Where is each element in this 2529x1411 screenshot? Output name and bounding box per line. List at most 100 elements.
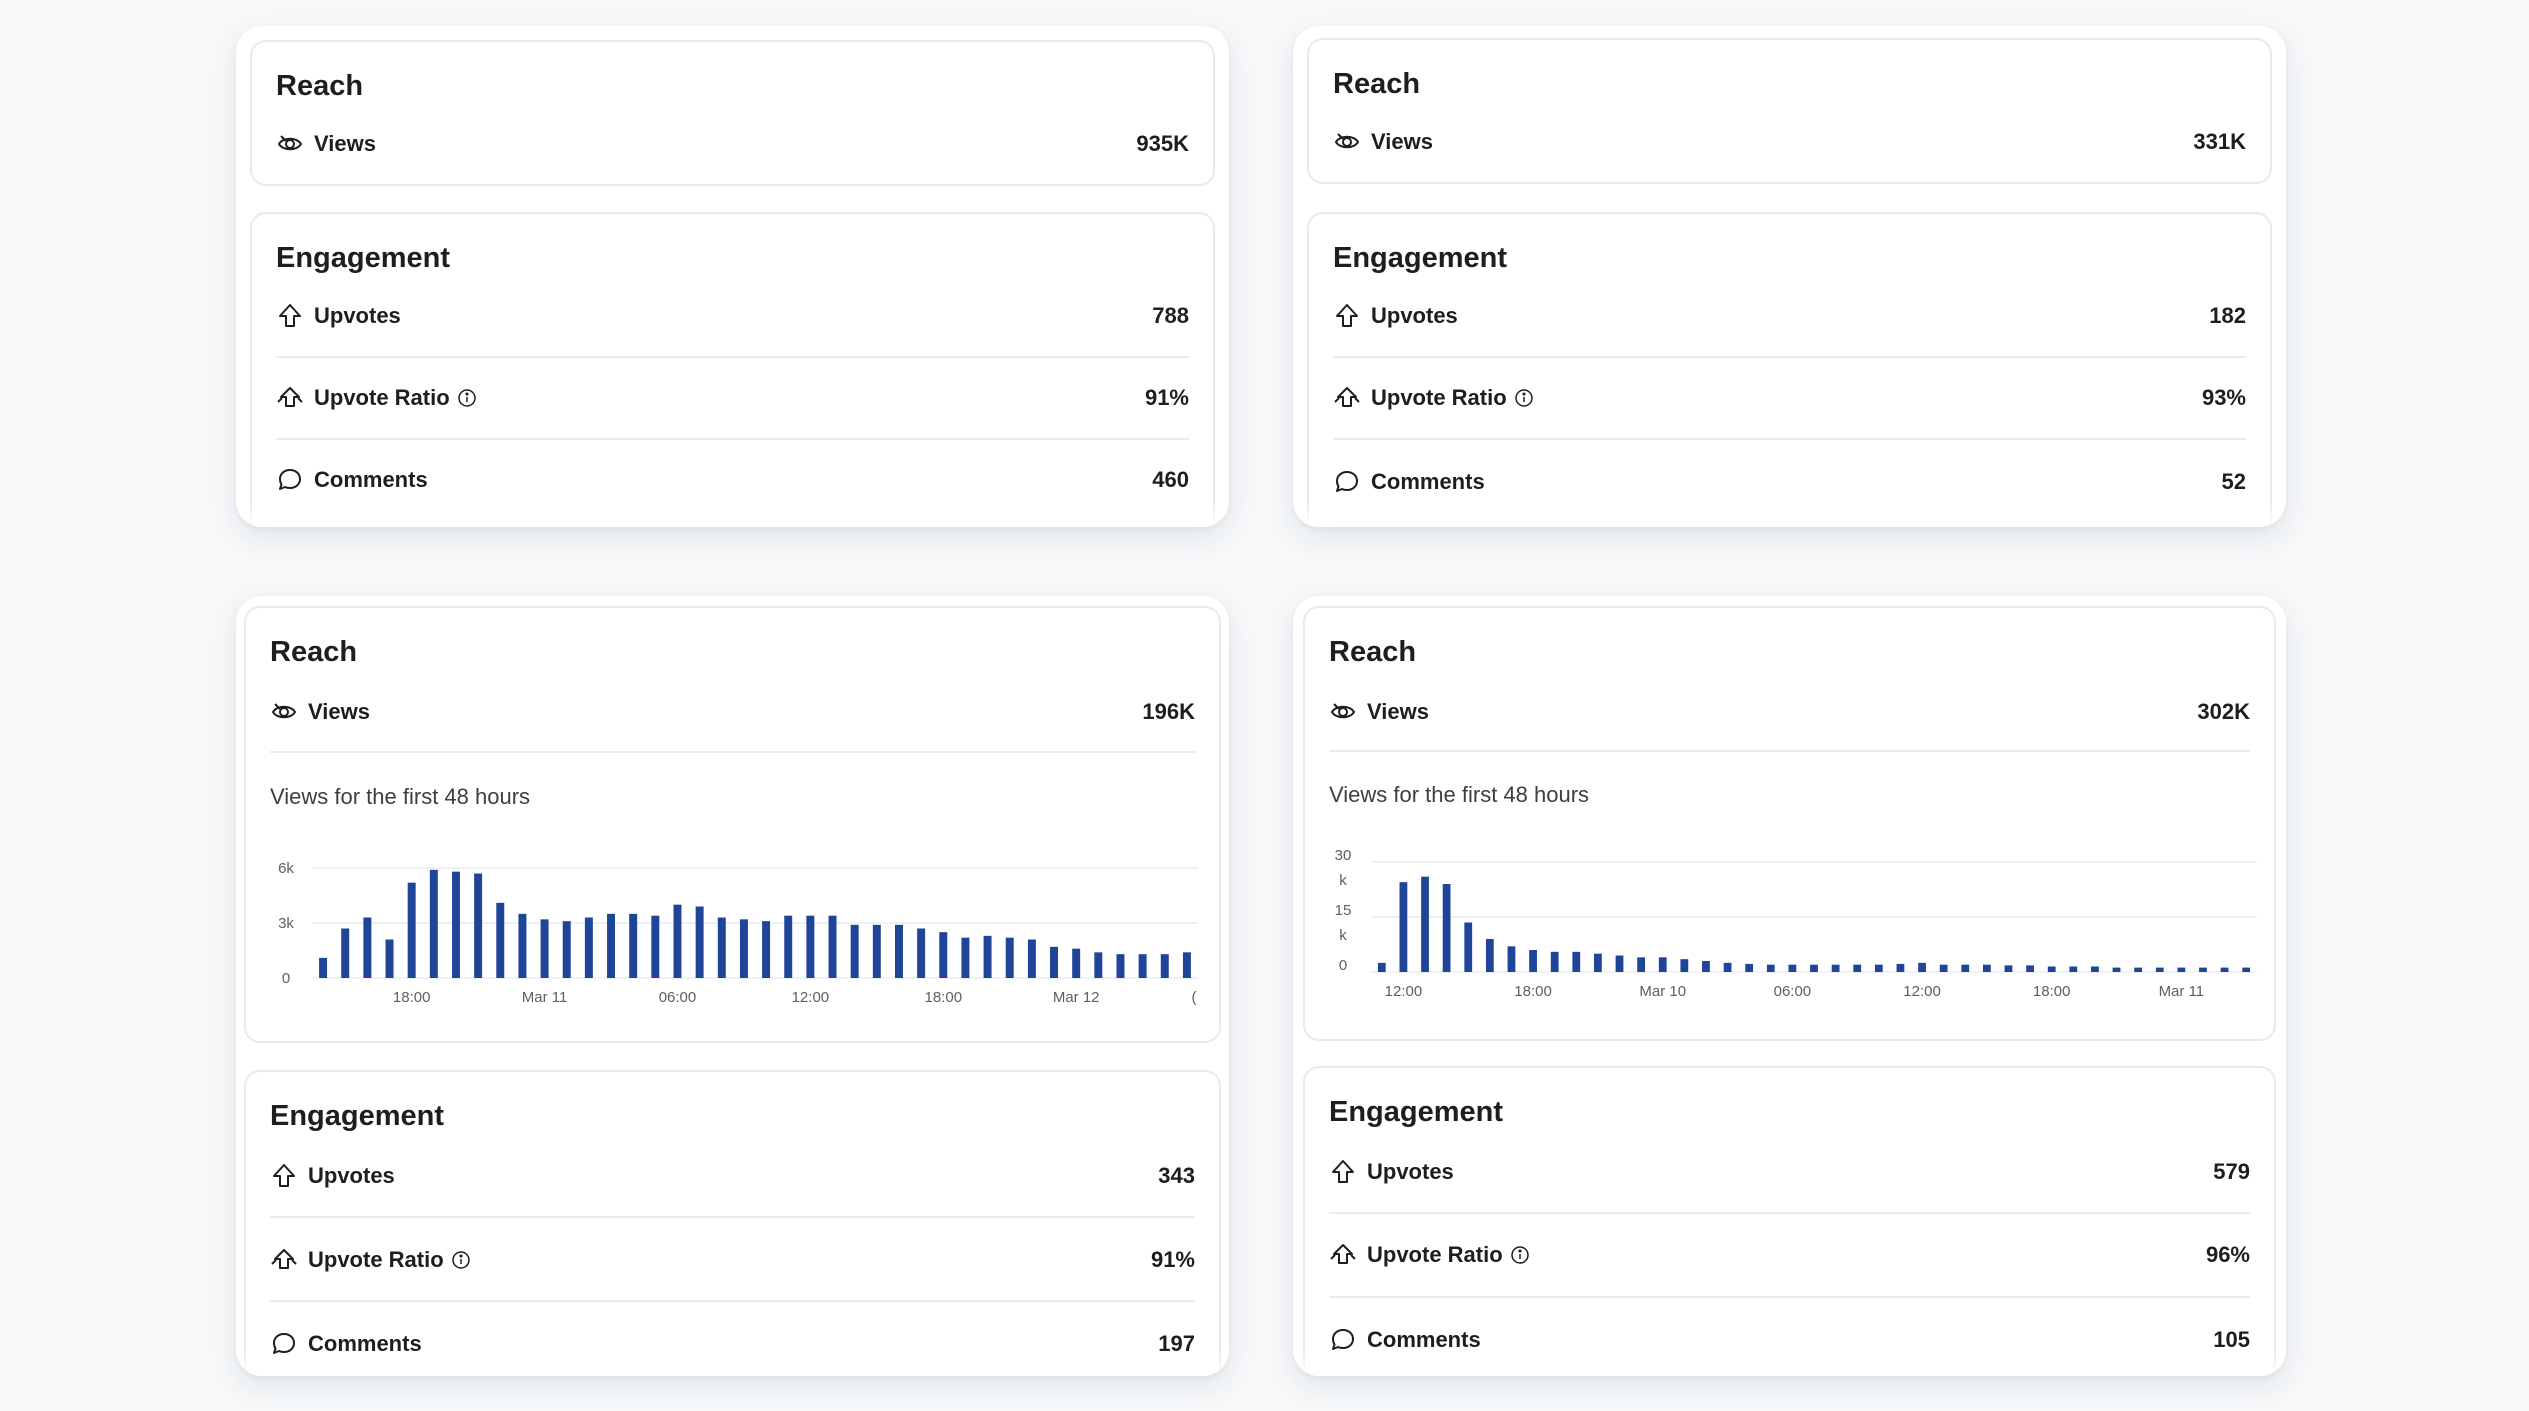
bar[interactable] [1918, 962, 1926, 972]
bar[interactable] [1723, 962, 1732, 972]
bar[interactable] [2047, 966, 2056, 973]
bar[interactable] [2155, 967, 2164, 972]
bar[interactable] [562, 921, 571, 978]
bar[interactable] [828, 915, 837, 978]
bar[interactable] [651, 915, 660, 978]
bar[interactable] [717, 917, 726, 979]
bar[interactable] [806, 915, 815, 978]
bar[interactable] [1745, 963, 1754, 972]
bar[interactable] [1788, 964, 1797, 972]
bar[interactable] [961, 937, 970, 978]
bar[interactable] [2199, 967, 2207, 972]
bar[interactable] [451, 871, 460, 978]
bar[interactable] [2091, 966, 2099, 973]
bar[interactable] [1766, 964, 1775, 972]
bar[interactable] [474, 873, 483, 979]
bar[interactable] [496, 902, 505, 978]
bar[interactable] [1507, 946, 1516, 972]
bar[interactable] [1939, 964, 1948, 972]
bar[interactable] [1810, 964, 1818, 972]
divider [1329, 1296, 2250, 1298]
bar[interactable] [1005, 937, 1014, 978]
bar[interactable] [1072, 948, 1081, 978]
bar[interactable] [739, 919, 748, 978]
x-tick-label: Mar 12 [1053, 989, 1100, 1006]
bar[interactable] [673, 904, 682, 978]
bottom-fade [1293, 1352, 2286, 1376]
bar[interactable] [429, 869, 438, 978]
info-icon[interactable] [457, 388, 477, 408]
views-bar-chart: 0 3k 6k 18:00 Mar 11 06:00 12:00 18:00 Mar 12 ( [278, 860, 1198, 1006]
divider [276, 438, 1189, 440]
bar[interactable] [363, 917, 372, 979]
comments-label: Comments [1367, 1327, 1481, 1352]
bar[interactable] [894, 924, 903, 978]
bar[interactable] [1853, 964, 1862, 972]
bar[interactable] [1442, 884, 1451, 972]
upvote-ratio-value: 96% [2205, 1242, 2250, 1267]
bar[interactable] [1637, 957, 1646, 972]
divider [276, 356, 1189, 358]
bar[interactable] [629, 913, 638, 978]
bar[interactable] [872, 924, 881, 978]
comment-bubble-icon [1333, 468, 1361, 496]
upvote-arrow-icon [276, 302, 304, 330]
bar[interactable] [1529, 950, 1537, 972]
bar[interactable] [1094, 952, 1103, 978]
bar[interactable] [1572, 951, 1581, 972]
bar[interactable] [341, 928, 350, 979]
bar[interactable] [917, 928, 926, 979]
bar[interactable] [850, 924, 859, 978]
bar[interactable] [2026, 965, 2034, 972]
bar[interactable] [939, 932, 948, 978]
bar[interactable] [1421, 876, 1429, 972]
bar[interactable] [1485, 939, 1494, 972]
bar[interactable] [1464, 922, 1473, 973]
comment-bubble-icon [1329, 1326, 1357, 1354]
bar[interactable] [1615, 955, 1624, 973]
bar[interactable] [1831, 964, 1840, 972]
bar[interactable] [540, 919, 549, 978]
bar[interactable] [983, 935, 992, 978]
bottom-fade [236, 503, 1229, 527]
bar[interactable] [1182, 952, 1191, 978]
bar[interactable] [762, 921, 771, 978]
bar[interactable] [1050, 946, 1059, 978]
bar[interactable] [2220, 967, 2229, 972]
engagement-title: Engagement [276, 242, 451, 274]
bar[interactable] [2112, 967, 2121, 972]
info-icon[interactable] [451, 1250, 471, 1270]
bar[interactable] [784, 915, 793, 978]
bar[interactable] [2242, 967, 2251, 972]
bar[interactable] [695, 906, 704, 979]
bar[interactable] [1116, 954, 1125, 978]
bar[interactable] [385, 939, 394, 979]
bar[interactable] [1550, 951, 1559, 972]
bar[interactable] [1702, 961, 1710, 972]
bar[interactable] [2177, 967, 2186, 972]
bar[interactable] [1138, 954, 1147, 978]
info-icon[interactable] [1514, 388, 1534, 408]
bar[interactable] [1594, 953, 1602, 972]
bar[interactable] [1961, 964, 1970, 972]
bar[interactable] [2004, 965, 2013, 972]
bar[interactable] [1027, 939, 1036, 979]
bar[interactable] [1874, 964, 1883, 972]
bar[interactable] [1377, 962, 1386, 972]
bar[interactable] [1680, 959, 1689, 972]
reach-title: Reach [1329, 636, 1417, 668]
bar[interactable] [1896, 963, 1905, 972]
bar[interactable] [1982, 964, 1991, 972]
bar[interactable] [518, 913, 527, 978]
bar[interactable] [584, 917, 593, 979]
bar[interactable] [1658, 957, 1667, 972]
bar[interactable] [1399, 882, 1408, 972]
bar[interactable] [2069, 966, 2078, 973]
info-icon[interactable] [1510, 1245, 1530, 1265]
bar[interactable] [607, 913, 616, 978]
bar[interactable] [319, 957, 328, 978]
bar[interactable] [2134, 967, 2143, 972]
bar[interactable] [1160, 954, 1169, 978]
x-tick-label: 18:00 [2033, 983, 2071, 1000]
bar[interactable] [407, 882, 416, 978]
